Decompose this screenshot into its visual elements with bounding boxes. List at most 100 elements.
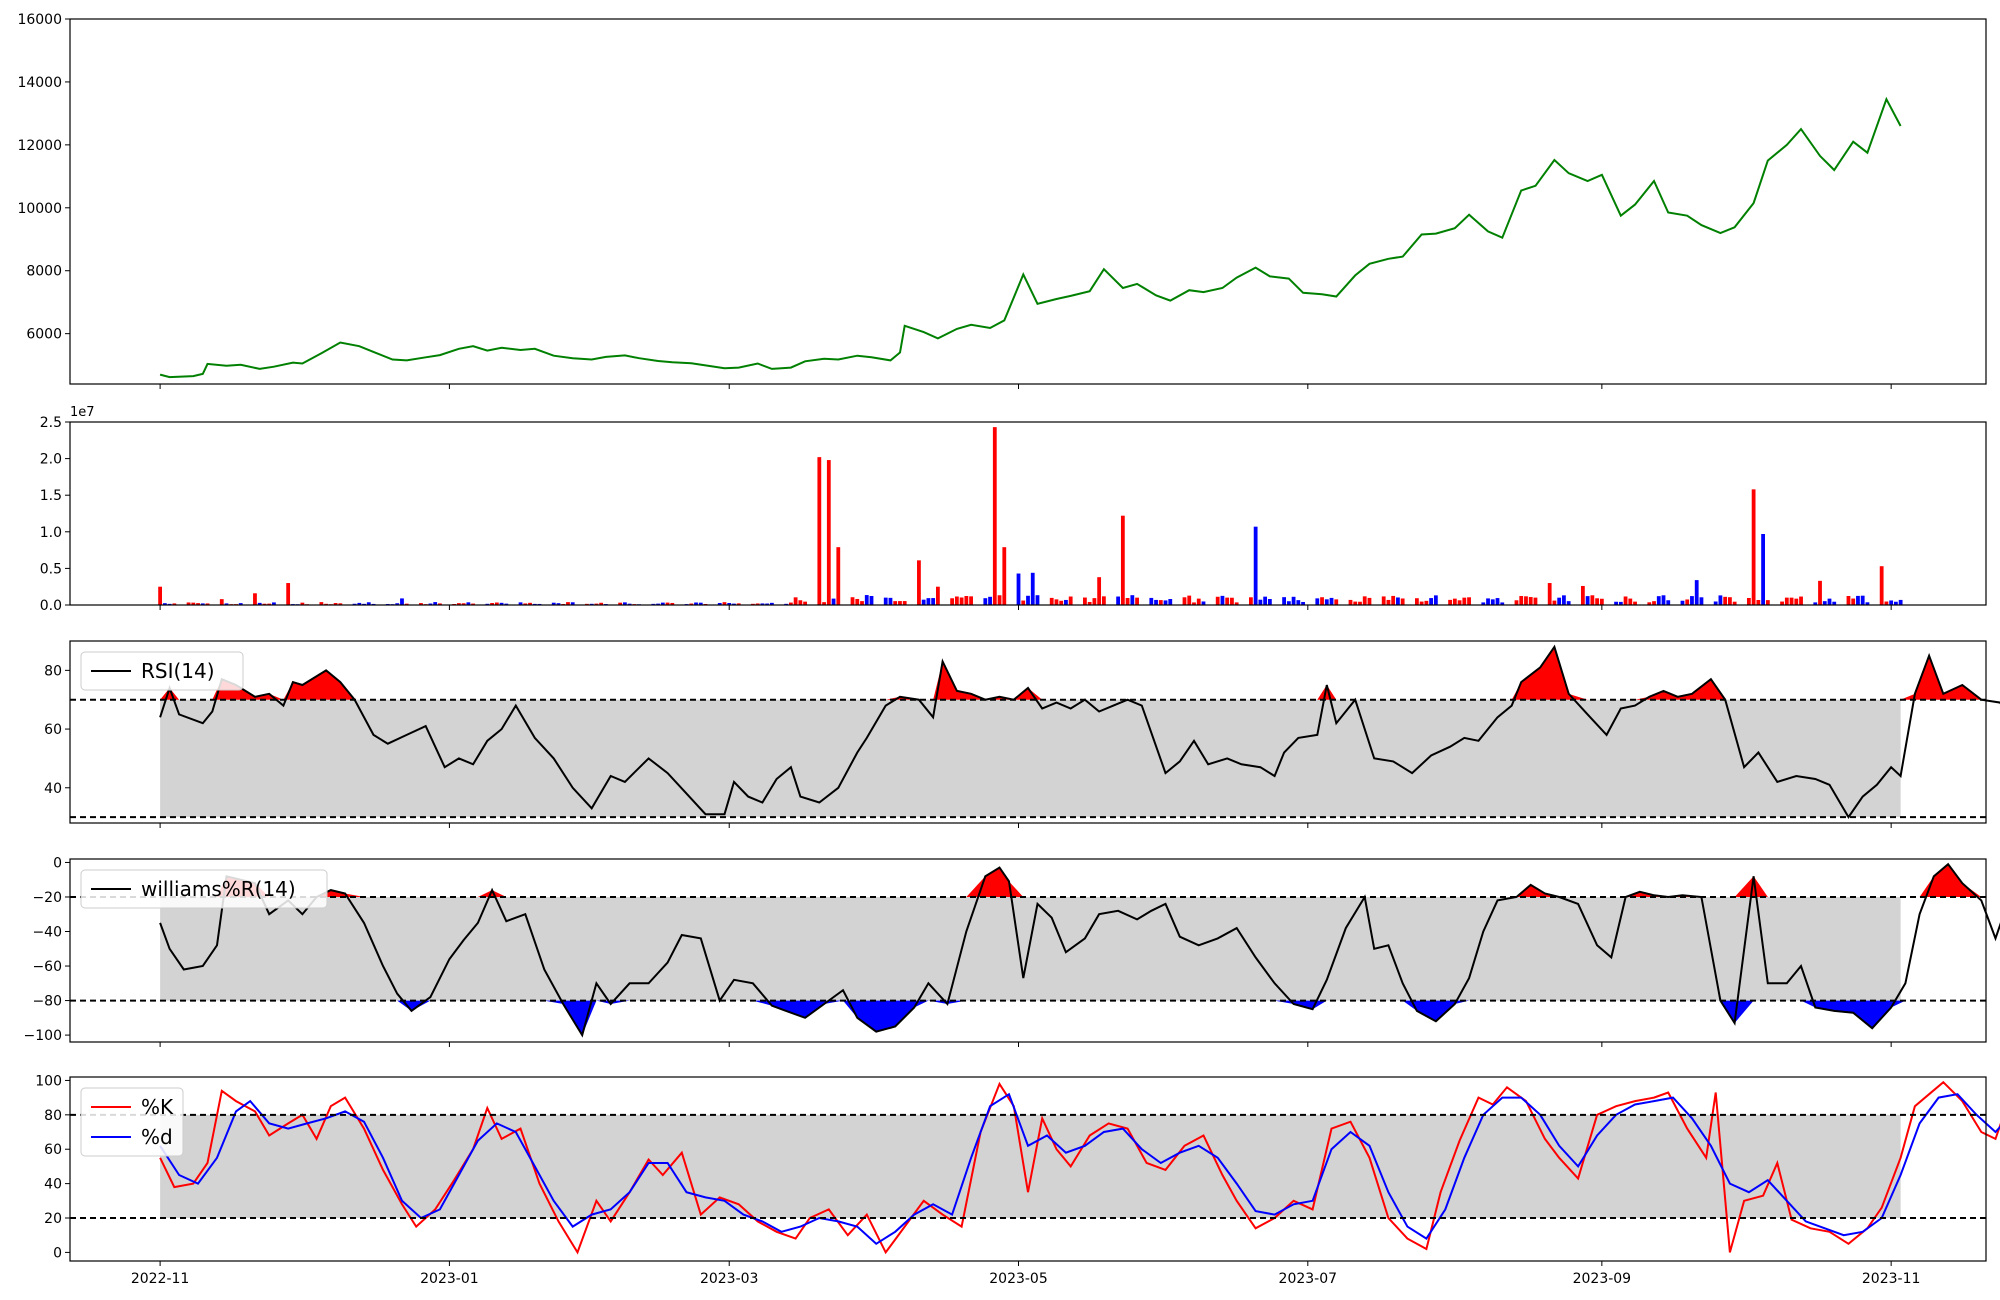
volume-bar xyxy=(1291,596,1296,605)
volume-bar xyxy=(428,603,433,605)
y-tick-label: 100 xyxy=(35,1073,62,1089)
y-tick-label: 40 xyxy=(44,1177,62,1193)
volume-bar xyxy=(997,595,1002,605)
volume-bar xyxy=(1562,595,1566,605)
volume-bar xyxy=(504,603,509,605)
volume-bar xyxy=(523,603,528,605)
rsi-band xyxy=(160,699,1901,818)
volume-bar xyxy=(551,602,556,605)
volume-bar xyxy=(826,460,831,605)
volume-bar xyxy=(599,602,604,605)
volume-bar xyxy=(1196,598,1201,605)
volume-bar xyxy=(1723,596,1728,605)
volume-bar xyxy=(1794,598,1799,605)
volume-bar xyxy=(1035,595,1040,605)
volume-bar xyxy=(1490,599,1495,605)
volume-bar xyxy=(1481,602,1486,605)
volume-bar xyxy=(1267,599,1272,605)
volume-bar xyxy=(286,583,291,605)
y-tick-label: 2.5 xyxy=(40,415,62,431)
volume-bar xyxy=(1595,598,1600,605)
price-line xyxy=(159,96,1902,379)
volume-bar xyxy=(1381,596,1386,605)
volume-bar xyxy=(1685,599,1690,605)
volume-bar xyxy=(1865,602,1870,605)
x-tick-label: 2023-11 xyxy=(1862,1271,1921,1287)
volume-bar xyxy=(1827,598,1832,605)
volume-bar xyxy=(262,603,267,605)
y-tick-label: −40 xyxy=(32,925,62,941)
y-tick-label: 12000 xyxy=(17,138,62,154)
volume-bar xyxy=(618,602,623,605)
stochastic-band xyxy=(160,1114,1901,1219)
volume-bar xyxy=(471,603,476,605)
volume-bar xyxy=(1765,600,1770,605)
volume-bar xyxy=(935,586,940,605)
x-tick-label: 2023-07 xyxy=(1279,1271,1338,1287)
williams-band xyxy=(160,896,1901,1001)
volume-bar xyxy=(1286,601,1291,605)
volume-bar xyxy=(1590,595,1595,605)
volume-bar xyxy=(893,601,898,605)
williams-frame xyxy=(69,858,1987,1043)
y-tick-label: 0 xyxy=(53,1245,62,1261)
volume-bar xyxy=(1851,598,1856,605)
volume-bar xyxy=(162,603,167,605)
rsi-frame xyxy=(69,640,1987,824)
volume-bar xyxy=(1234,602,1239,605)
volume-bar xyxy=(926,598,931,605)
rsi-legend: RSI(14) xyxy=(80,651,244,691)
volume-bar xyxy=(186,602,191,605)
volume-bar xyxy=(1889,600,1894,605)
volume-bar xyxy=(461,603,466,605)
volume-bar xyxy=(352,603,357,605)
legend-label: %d xyxy=(141,1125,173,1149)
rsi-overbought-fill xyxy=(160,646,1982,700)
volume-bar xyxy=(1215,596,1220,605)
volume-bar xyxy=(400,598,404,605)
y-tick-label: −80 xyxy=(32,994,62,1010)
volume-bar xyxy=(1301,601,1305,605)
y-tick-label: 0 xyxy=(53,855,62,871)
volume-bar xyxy=(1225,597,1230,605)
volume-bar xyxy=(765,603,770,605)
volume-bar xyxy=(1462,597,1467,605)
volume-bar xyxy=(798,600,803,605)
volume-bar xyxy=(1158,600,1163,605)
volume-bar xyxy=(499,602,504,605)
volume-bar xyxy=(1362,596,1367,605)
y-tick-label: 0.0 xyxy=(40,598,62,614)
x-tick-label: 2023-05 xyxy=(989,1271,1048,1287)
volume-bar xyxy=(717,602,722,605)
x-tick-label: 2023-01 xyxy=(420,1271,479,1287)
volume-bar xyxy=(1746,597,1751,605)
y-tick-label: 80 xyxy=(44,663,62,679)
volume-bar xyxy=(1633,601,1637,605)
y-tick-label: 16000 xyxy=(17,12,62,28)
volume-bar xyxy=(1552,600,1557,605)
volume-bar xyxy=(988,596,992,605)
volume-bar xyxy=(1690,596,1694,605)
volume-bar xyxy=(556,603,561,605)
williams-oversold-fill xyxy=(397,1000,1906,1036)
williams-line xyxy=(159,862,2000,1038)
volume-bar xyxy=(1220,595,1225,605)
volume-bar xyxy=(404,603,409,605)
volume-bar xyxy=(172,603,177,605)
volume-bar xyxy=(205,603,210,605)
volume-bar xyxy=(1822,601,1827,605)
volume-bar xyxy=(1002,547,1007,605)
volume-bar xyxy=(200,603,205,605)
volume-bar xyxy=(1101,596,1106,605)
volume-bar xyxy=(1652,601,1656,605)
volume-bar xyxy=(196,603,200,605)
volume-bar xyxy=(864,595,869,605)
volume-bar xyxy=(1367,597,1372,605)
rsi-line xyxy=(159,644,2000,819)
price-frame xyxy=(69,18,1987,385)
volume-bar xyxy=(1666,600,1671,605)
volume-bar xyxy=(1784,597,1789,605)
volume-bar xyxy=(1282,597,1286,605)
volume-bar xyxy=(333,603,338,605)
volume-bar xyxy=(788,602,793,605)
